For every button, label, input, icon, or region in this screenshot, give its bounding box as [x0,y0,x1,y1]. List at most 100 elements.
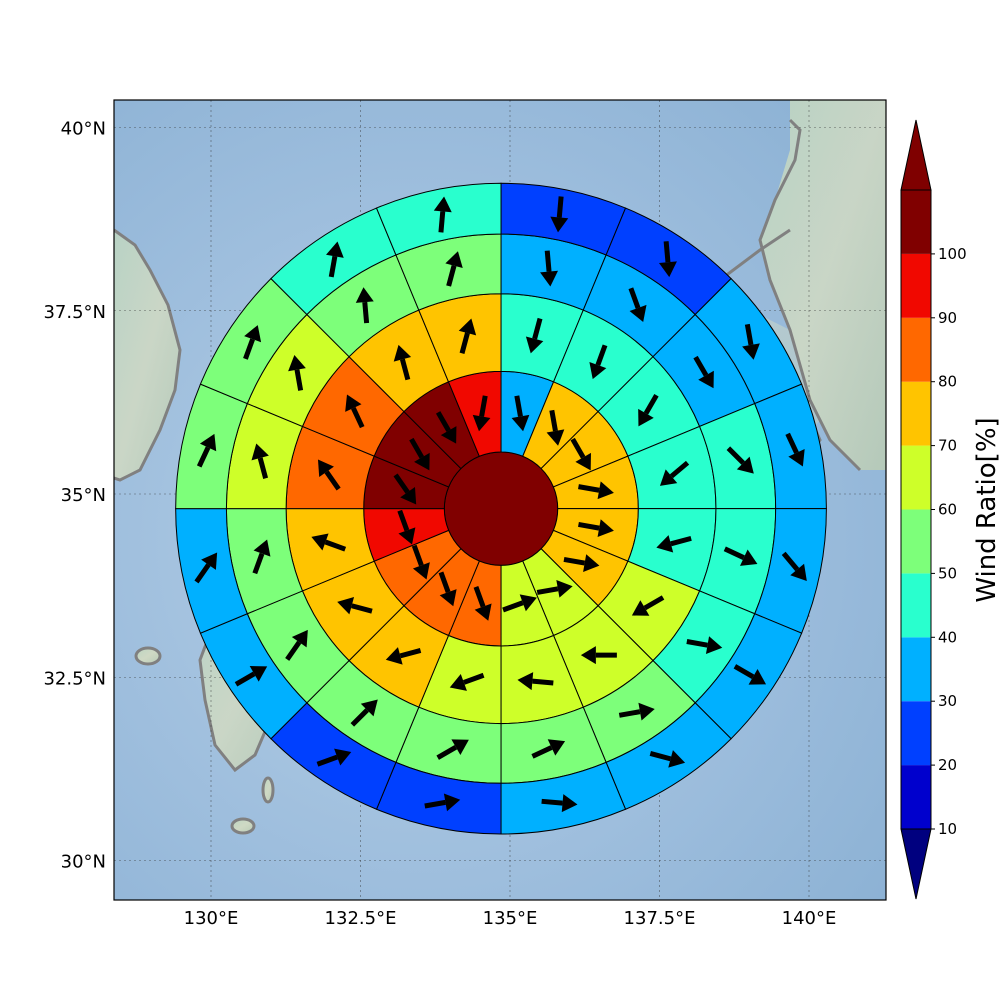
y-tick-label: 30°N [61,852,106,873]
y-tick-label: 37.5°N [43,302,106,323]
wind-arrow-shaft [393,473,410,494]
x-tick-label: 137.5°E [624,908,696,929]
wind-arrow-shaft [324,470,341,491]
colorbar: 10 20 30 40 50 60 70 80 90 100 [900,119,967,900]
wind-arrow-head [575,452,591,471]
x-tick-label: 140°E [782,908,837,929]
wind-arrow-shaft [531,745,553,759]
wind-arrow-head [474,603,492,621]
wind-arrow-shaft [409,437,425,459]
wind-arrow-shaft [723,546,745,560]
colorbar-tick-label: 60 [938,501,957,519]
wind-arrow-shaft [693,355,709,377]
wind-arrow-shaft [459,332,470,354]
colorbar-tick-label: 30 [938,692,957,710]
wind-arrow-shaft [438,571,451,593]
colorbar-tick-label: 20 [938,756,957,774]
wind-arrow-head [511,414,530,432]
wind-arrow-shaft [479,395,488,417]
wind-arrow-head [433,196,452,213]
center-cell [443,451,559,566]
wind-arrow-shaft [544,250,552,272]
wind-arrow-head [398,527,416,545]
wind-arrow-head [589,361,607,380]
wind-arrow-head [445,251,463,269]
wind-arrow-shaft [785,432,799,454]
colorbar-over-extension [900,119,932,191]
wind-arrow-shaft [438,211,446,233]
wind-arrow-head [656,535,674,553]
y-axis: 40°N 37.5°N 35°N 32.5°N 30°N [43,119,106,873]
wind-arrow-shaft [399,648,422,659]
wind-arrow-shaft [514,395,523,417]
coastline-korea [114,228,182,482]
wind-arrow-shaft [686,639,708,648]
wind-arrow-shaft [744,323,754,346]
wind-arrow-shaft [351,603,373,614]
wind-arrow-shaft [663,241,671,263]
wind-arrow-head [698,370,714,389]
wind-arrow-head [580,646,596,665]
wind-arrow-head [788,449,805,467]
wind-arrow-head [414,452,430,471]
x-tick-label: 130°E [184,908,239,929]
colorbar-segment [901,445,931,510]
wind-arrow-shaft [462,672,485,685]
wind-arrow-head [550,216,569,233]
wind-arrow-shaft [257,457,269,479]
wind-arrow-head [443,793,461,812]
sector-cell [375,182,502,256]
wind-arrow-head [317,459,334,478]
wind-arrow-head [355,287,374,303]
wind-arrow-shaft [243,338,255,360]
wind-arrow-head [440,426,457,444]
wind-arrow-head [668,750,686,768]
wind-arrow-shaft [532,317,543,340]
wind-arrow-shaft [643,595,665,611]
wind-arrow-head [201,552,218,570]
x-tick-label: 135°E [483,908,538,929]
wind-arrow-shaft [563,556,586,566]
wind-arrow-head [659,469,678,486]
wind-arrow-head [451,739,469,756]
wind-arrow-head [742,343,760,360]
wind-arrow-shaft [570,437,586,459]
wind-arrow-head [291,629,308,648]
wind-arrow-head [458,318,477,336]
wind-arrow-head [629,304,647,323]
wind-arrow-shaft [541,798,563,806]
wind-arrow-head [472,414,491,432]
colorbar-segment [901,381,931,446]
wind-arrow-shaft [324,539,347,552]
land-honshu-north [760,100,886,470]
colorbar-under-extension [900,828,932,900]
colorbar-tick-label: 80 [938,373,957,391]
wind-arrow-head [199,433,217,452]
wind-arrow-head [638,408,654,427]
wind-arrow-head [748,669,767,685]
wind-arrow-head [540,270,559,287]
colorbar-segment [901,253,931,318]
wind-arrow-shaft [397,509,410,532]
wind-arrow-head [597,519,614,537]
colorbar-tick-label: 70 [938,437,957,455]
colorbar-segment [901,190,931,254]
colorbar-segment [901,317,931,382]
wind-arrow-head [311,533,329,551]
wind-arrow-shaft [194,563,211,584]
wind-arrow-head [736,456,754,474]
wind-arrow-head [253,539,271,557]
wind-arrow-shaft [556,196,564,218]
wind-arrow-shaft [536,586,559,595]
wind-arrow-head [249,666,268,682]
map-frame [113,99,887,901]
wind-arrow-shaft [294,369,304,391]
colorbar-segment [901,509,931,574]
wind-arrow-shaft [549,409,558,432]
wind-arrow-head [449,673,467,691]
wind-arrow-shaft [362,301,370,324]
coastline-honshu-north [758,118,862,472]
wind-arrow-shaft [781,551,800,572]
wind-arrow-head [556,579,573,598]
wind-arrow-head [393,344,412,362]
